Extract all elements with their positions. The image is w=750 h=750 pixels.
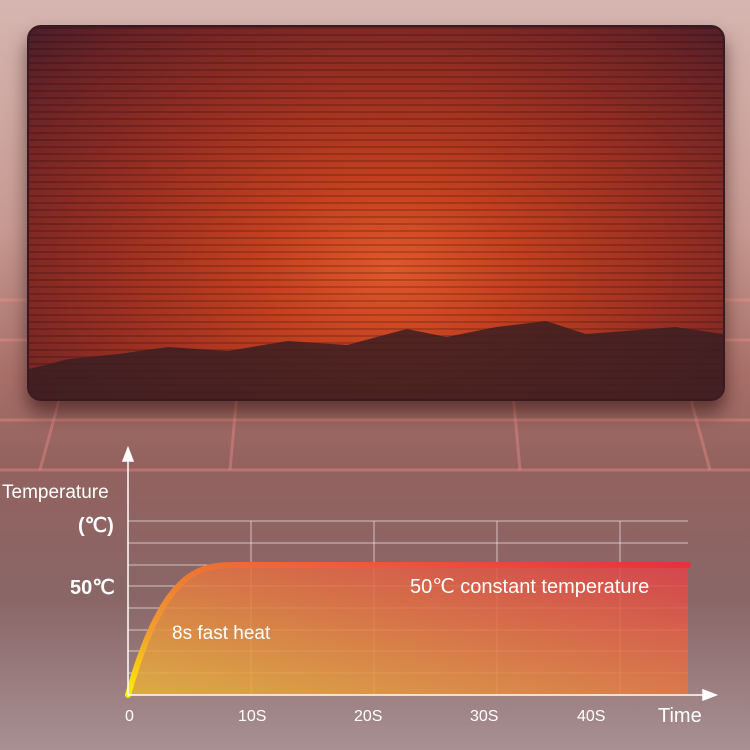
y-tick-50: 50℃: [70, 577, 115, 599]
annotation-constant: 50℃ constant temperature: [410, 576, 650, 598]
y-axis-unit: (℃): [78, 515, 114, 537]
heat-area: [128, 565, 688, 695]
y-axis-title: Temperature: [2, 482, 109, 503]
x-axis-arrow: [702, 688, 719, 702]
annotation-fast-heat: 8s fast heat: [172, 623, 271, 644]
x-tick: 30S: [470, 708, 499, 725]
temperature-curve: [125, 562, 691, 698]
y-axis-arrow: [121, 445, 135, 462]
silhouette-hills: [29, 321, 723, 399]
x-tick: 40S: [577, 708, 606, 725]
x-tick: 20S: [354, 708, 383, 725]
heating-pad-image: [27, 25, 725, 401]
x-tick: 10S: [238, 708, 267, 725]
x-axis-title: Time: [658, 705, 702, 727]
x-tick: 0: [125, 708, 134, 725]
